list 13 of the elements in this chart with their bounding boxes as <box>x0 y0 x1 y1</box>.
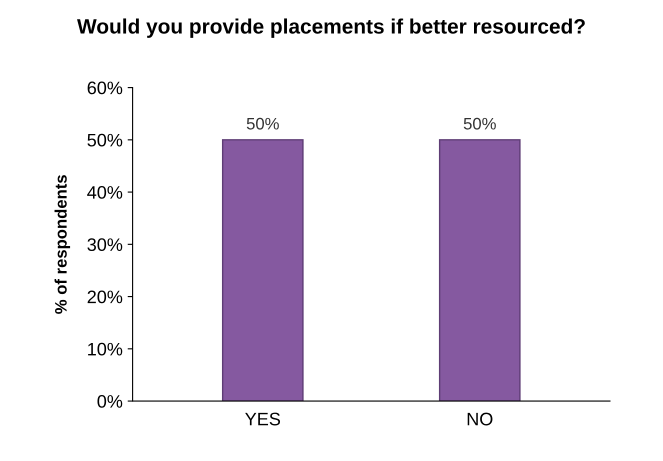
y-tick-label: 40% <box>87 186 122 199</box>
x-tick-label: NO <box>468 412 492 426</box>
chart-title: Would you provide placements if better resourced? <box>77 18 585 38</box>
y-tick-label: 0% <box>97 395 122 408</box>
data-label: 50% <box>464 118 496 130</box>
x-tick-label: YES <box>245 412 280 426</box>
y-tick-label: 60% <box>88 82 122 94</box>
y-axis-title: % of respondents <box>54 175 70 314</box>
y-tick-label: 30% <box>87 238 122 252</box>
y-tick-label: 10% <box>88 342 122 356</box>
data-label: 50% <box>246 118 279 130</box>
y-tick-label: 50% <box>87 134 122 147</box>
y-tick-label: 20% <box>88 290 122 304</box>
